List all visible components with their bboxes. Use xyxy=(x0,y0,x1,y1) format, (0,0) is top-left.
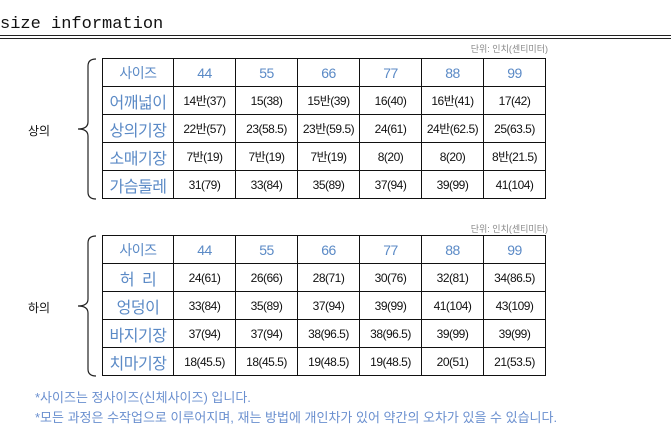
cell-value: 8반(21.5) xyxy=(483,142,546,171)
row-label: 상의기장 xyxy=(102,114,174,143)
row-label: 소매기장 xyxy=(102,142,174,171)
cell-value: 37(94) xyxy=(297,291,360,320)
cell-value: 39(99) xyxy=(483,319,546,348)
cell-value: 39(99) xyxy=(359,291,422,320)
size-header: 88 xyxy=(421,235,484,264)
header-label: 사이즈 xyxy=(102,58,174,87)
cell-value: 16(40) xyxy=(359,86,422,115)
size-header: 99 xyxy=(483,58,546,87)
size-header: 44 xyxy=(173,235,236,264)
table-row: 어깨넓이 14반(37) 15(38) 15반(39) 16(40) 16반(41) 17(… xyxy=(102,86,546,115)
cell-value: 37(94) xyxy=(359,170,422,199)
cell-value: 15반(39) xyxy=(297,86,360,115)
group-label-top: 상의 xyxy=(28,124,51,138)
cell-value: 15(38) xyxy=(235,86,298,115)
size-header: 77 xyxy=(359,235,422,264)
cell-value: 41(104) xyxy=(421,291,484,320)
cell-value: 30(76) xyxy=(359,263,422,292)
cell-value: 39(99) xyxy=(421,170,484,199)
cell-value: 33(84) xyxy=(235,170,298,199)
row-label: 치마기장 xyxy=(102,347,174,376)
cell-value: 26(66) xyxy=(235,263,298,292)
size-header: 55 xyxy=(235,235,298,264)
note-1: *사이즈는 정사이즈(신체사이즈) 입니다. xyxy=(35,390,251,405)
cell-value: 28(71) xyxy=(297,263,360,292)
cell-value: 19(48.5) xyxy=(359,347,422,376)
brace-icon-bottom xyxy=(77,235,97,377)
top-size-table: 사이즈 44 55 66 77 88 99 어깨넓이 14반(37) 15(38) 15반(39) 1… xyxy=(102,58,546,199)
size-header: 55 xyxy=(235,58,298,87)
size-header: 44 xyxy=(173,58,236,87)
table-row: 가슴둘레 31(79) 33(84) 35(89) 37(94) 39(99) 41(104… xyxy=(102,170,546,199)
bottom-size-table: 사이즈 44 55 66 77 88 99 허 리 24(61) 26(66) 28(71) 30(7… xyxy=(102,235,546,376)
cell-value: 17(42) xyxy=(483,86,546,115)
cell-value: 24(61) xyxy=(173,263,236,292)
table-row: 치마기장 18(45.5) 18(45.5) 19(48.5) 19(48.5) 20(5… xyxy=(102,347,546,376)
group-label-bottom: 하의 xyxy=(28,301,51,315)
row-label: 가슴둘레 xyxy=(102,170,174,199)
cell-value: 41(104) xyxy=(483,170,546,199)
cell-value: 38(96.5) xyxy=(297,319,360,348)
cell-value: 24(61) xyxy=(359,114,422,143)
table-row: 소매기장 7반(19) 7반(19) 7반(19) 8(20) 8(20) 8반(21.5) xyxy=(102,142,546,171)
size-header: 66 xyxy=(297,58,360,87)
row-label: 허 리 xyxy=(102,263,174,292)
row-label: 바지기장 xyxy=(102,319,174,348)
cell-value: 33(84) xyxy=(173,291,236,320)
row-label: 어깨넓이 xyxy=(102,86,174,115)
cell-value: 18(45.5) xyxy=(235,347,298,376)
table-row: 상의기장 22반(57) 23(58.5) 23반(59.5) 24(61) 24반(62… xyxy=(102,114,546,143)
cell-value: 14반(37) xyxy=(173,86,236,115)
size-header: 66 xyxy=(297,235,360,264)
cell-value: 23반(59.5) xyxy=(297,114,360,143)
cell-value: 35(89) xyxy=(235,291,298,320)
header-label: 사이즈 xyxy=(102,235,174,264)
cell-value: 7반(19) xyxy=(173,142,236,171)
cell-value: 7반(19) xyxy=(297,142,360,171)
unit-label-bottom: 단위: 인치(센티미터) xyxy=(470,224,548,234)
size-header: 77 xyxy=(359,58,422,87)
cell-value: 39(99) xyxy=(421,319,484,348)
title-divider xyxy=(0,35,671,39)
brace-icon-top xyxy=(77,58,97,200)
cell-value: 35(89) xyxy=(297,170,360,199)
cell-value: 23(58.5) xyxy=(235,114,298,143)
cell-value: 37(94) xyxy=(235,319,298,348)
cell-value: 7반(19) xyxy=(235,142,298,171)
cell-value: 21(53.5) xyxy=(483,347,546,376)
section-title: size information xyxy=(0,15,164,34)
table-row: 바지기장 37(94) 37(94) 38(96.5) 38(96.5) 39(99) 39… xyxy=(102,319,546,348)
header-row: 사이즈 44 55 66 77 88 99 xyxy=(102,58,546,87)
cell-value: 8(20) xyxy=(359,142,422,171)
size-header: 88 xyxy=(421,58,484,87)
cell-value: 38(96.5) xyxy=(359,319,422,348)
cell-value: 34(86.5) xyxy=(483,263,546,292)
cell-value: 25(63.5) xyxy=(483,114,546,143)
header-row: 사이즈 44 55 66 77 88 99 xyxy=(102,235,546,264)
cell-value: 18(45.5) xyxy=(173,347,236,376)
table-row: 허 리 24(61) 26(66) 28(71) 30(76) 32(81) 34(86.5… xyxy=(102,263,546,292)
cell-value: 32(81) xyxy=(421,263,484,292)
cell-value: 20(51) xyxy=(421,347,484,376)
row-label: 엉덩이 xyxy=(102,291,174,320)
cell-value: 19(48.5) xyxy=(297,347,360,376)
cell-value: 31(79) xyxy=(173,170,236,199)
unit-label-top: 단위: 인치(센티미터) xyxy=(470,44,548,54)
cell-value: 22반(57) xyxy=(173,114,236,143)
cell-value: 8(20) xyxy=(421,142,484,171)
cell-value: 16반(41) xyxy=(421,86,484,115)
note-2: *모든 과정은 수작업으로 이루어지며, 재는 방법에 개인차가 있어 약간의 … xyxy=(35,410,558,425)
size-header: 99 xyxy=(483,235,546,264)
cell-value: 24반(62.5) xyxy=(421,114,484,143)
cell-value: 43(109) xyxy=(483,291,546,320)
cell-value: 37(94) xyxy=(173,319,236,348)
table-row: 엉덩이 33(84) 35(89) 37(94) 39(99) 41(104) 43(109… xyxy=(102,291,546,320)
